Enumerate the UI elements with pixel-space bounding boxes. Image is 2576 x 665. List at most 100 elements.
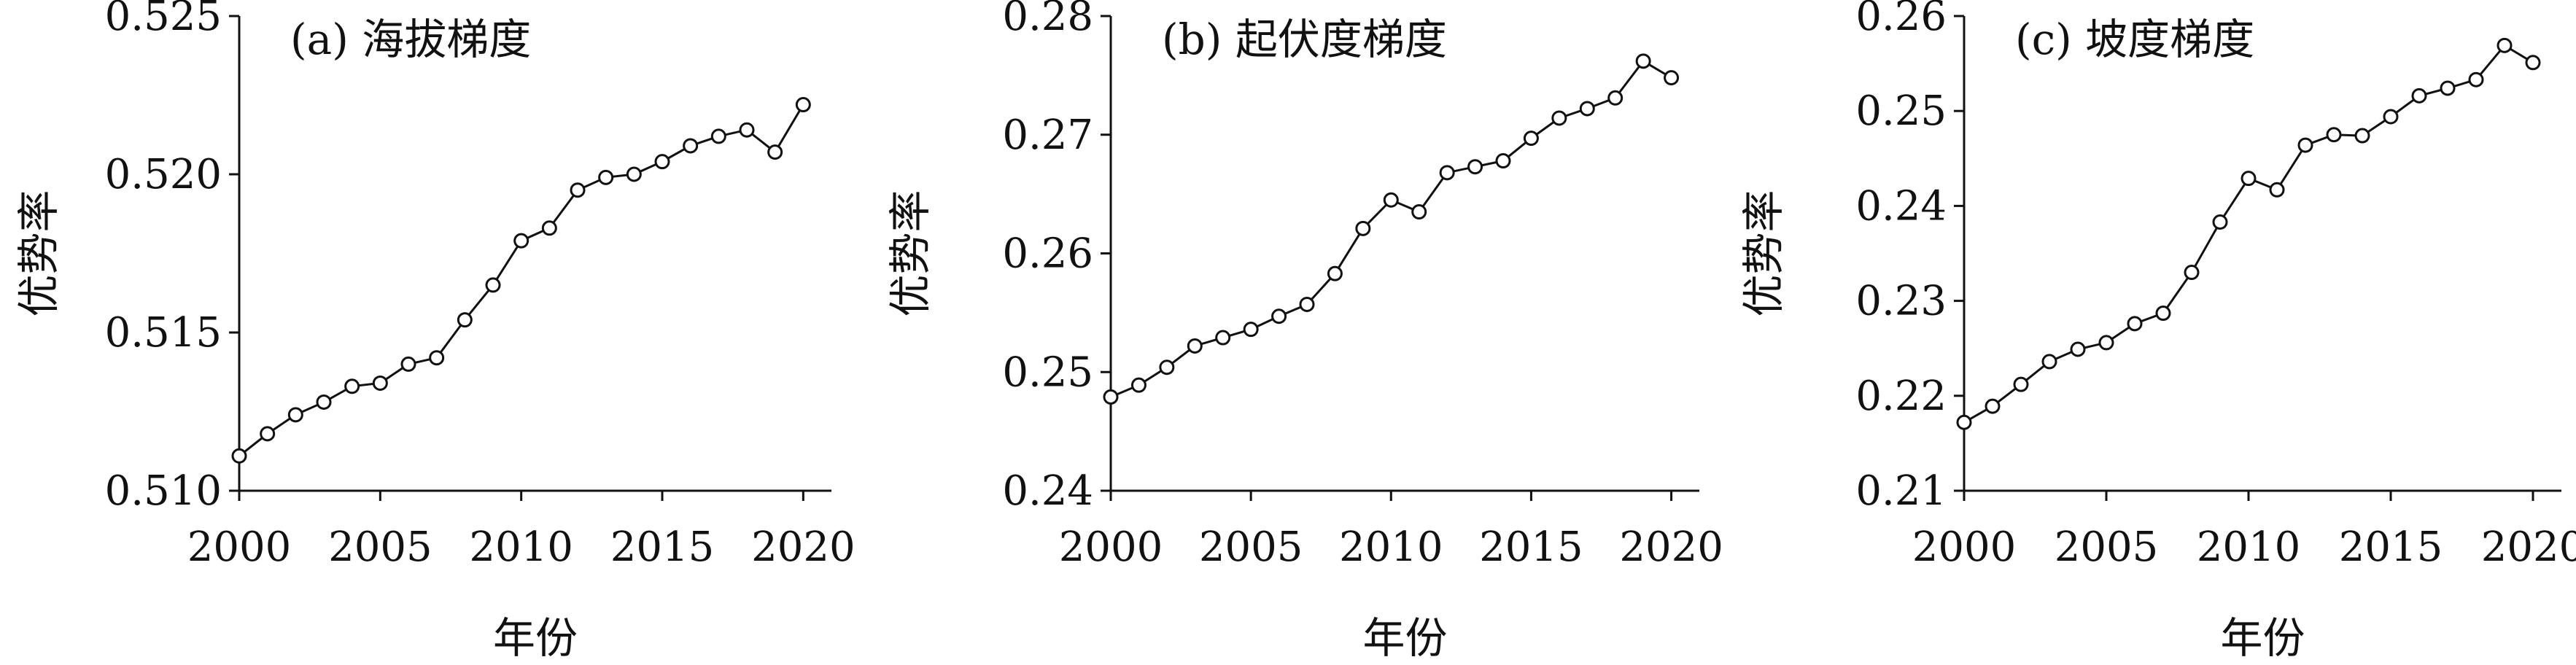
y-axis-title: 优势率 [1739, 190, 1788, 316]
y-tick-label: 0.520 [105, 151, 222, 198]
y-tick-label: 0.22 [1855, 373, 1947, 420]
data-point [1187, 338, 1203, 354]
x-tick-label: 2020 [1619, 524, 1723, 571]
data-point [1579, 101, 1595, 117]
panel-title: (a) 海拔梯度 [290, 15, 531, 64]
x-tick-label: 2010 [2197, 524, 2301, 571]
data-point [372, 375, 388, 391]
panel-title: (b) 起伏度梯度 [1162, 15, 1447, 64]
x-tick-label: 2000 [187, 524, 292, 571]
x-tick-label: 2015 [2339, 524, 2443, 571]
data-point [513, 233, 529, 249]
y-tick-label: 0.21 [1855, 467, 1947, 515]
data-point [1159, 359, 1175, 376]
data-point [598, 169, 614, 185]
data-point [260, 426, 276, 442]
data-point [2070, 341, 2086, 357]
x-axis-title: 年份 [2220, 613, 2305, 661]
x-tick-label: 2015 [1479, 524, 1583, 571]
data-point [1523, 131, 1539, 147]
y-tick-label: 0.28 [1002, 0, 1093, 40]
x-tick-label: 2015 [610, 524, 715, 571]
x-tick-label: 2010 [469, 524, 573, 571]
y-axis-title: 优势率 [885, 190, 935, 316]
data-point [1411, 204, 1427, 220]
data-point [2269, 182, 2285, 198]
x-axis-title: 年份 [493, 613, 578, 661]
data-point [1243, 322, 1259, 338]
data-point [2497, 37, 2513, 53]
data-point [739, 122, 755, 138]
panel-title: (c) 坡度梯度 [2015, 15, 2254, 64]
data-point [2297, 137, 2313, 153]
y-tick-label: 0.525 [105, 0, 222, 40]
data-point [316, 394, 332, 410]
data-point [541, 220, 557, 236]
chart-panel-2: 0.24 0.25 0.26 0.27 0.28 2000 2005 2010 2015 2020… [885, 0, 1723, 663]
data-point [485, 277, 501, 293]
data-point [2326, 127, 2342, 143]
data-point [2212, 214, 2228, 230]
x-tick-label: 2020 [2481, 524, 2576, 571]
x-tick-label: 2005 [328, 524, 432, 571]
data-point [1327, 265, 1343, 281]
data-point [1271, 308, 1287, 324]
data-point [457, 312, 473, 328]
data-point [2155, 306, 2171, 322]
data-point [344, 378, 360, 394]
data-point [1215, 330, 1231, 346]
data-point [1467, 159, 1483, 175]
x-tick-label: 2010 [1339, 524, 1443, 571]
data-point [1355, 220, 1371, 236]
data-point [2354, 128, 2370, 144]
data-point [1103, 389, 1119, 405]
x-tick-label: 2005 [1199, 524, 1303, 571]
data-point [400, 356, 416, 372]
data-point [2468, 71, 2484, 88]
data-point [654, 154, 670, 170]
data-point [1956, 414, 1972, 430]
data-point [795, 97, 811, 113]
data-point [2127, 316, 2143, 332]
y-tick-label: 0.23 [1855, 278, 1947, 325]
data-point [626, 166, 642, 182]
data-point [1635, 53, 1651, 69]
data-point [683, 138, 699, 154]
x-tick-label: 2000 [1059, 524, 1163, 571]
data-point [1299, 296, 1315, 312]
data-point [1439, 165, 1455, 181]
data-point [2013, 376, 2029, 392]
y-tick-label: 0.25 [1855, 88, 1947, 135]
y-tick-label: 0.510 [105, 467, 222, 515]
y-tick-label: 0.515 [105, 309, 222, 357]
data-point [2383, 109, 2399, 125]
x-axis-title: 年份 [1362, 613, 1447, 661]
data-point [570, 182, 586, 198]
data-point [1383, 192, 1399, 208]
data-point [2041, 354, 2057, 370]
x-tick-label: 2005 [2055, 524, 2159, 571]
data-point [1130, 377, 1147, 393]
data-point [2184, 265, 2200, 281]
data-point [231, 448, 247, 464]
data-point [2411, 88, 2427, 104]
y-tick-label: 0.26 [1855, 0, 1947, 40]
y-tick-label: 0.24 [1855, 182, 1947, 230]
data-point [287, 407, 303, 423]
x-tick-label: 2000 [1912, 524, 2017, 571]
y-tick-label: 0.24 [1002, 467, 1093, 515]
data-point [429, 350, 445, 366]
x-tick-label: 2020 [751, 524, 856, 571]
data-point [710, 128, 726, 144]
data-point [1551, 110, 1567, 126]
chart-panel-1: 0.510 0.515 0.520 0.525 2000 2005 2010 2015 2020… [14, 0, 856, 663]
y-tick-label: 0.27 [1002, 112, 1093, 159]
data-point [2440, 80, 2456, 96]
data-point [2241, 171, 2257, 187]
data-point [1495, 153, 1511, 169]
data-point [2525, 55, 2541, 71]
data-point [1664, 70, 1680, 86]
y-tick-label: 0.26 [1002, 230, 1093, 278]
